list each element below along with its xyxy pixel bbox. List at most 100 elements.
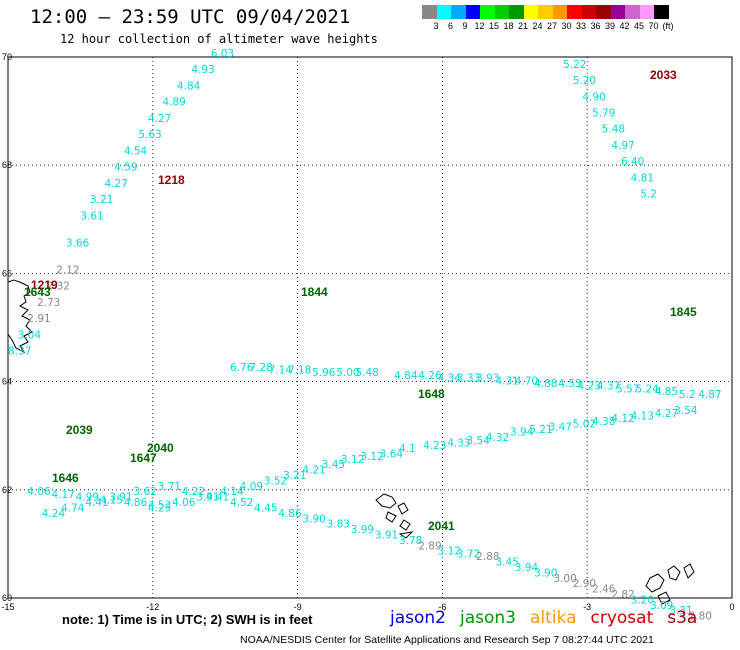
wave-height-label: 5.96 — [312, 367, 336, 379]
wave-height-label: 7.28 — [249, 362, 272, 374]
color-scale-label: 45 — [633, 21, 644, 31]
wave-height-label: 4.33 — [447, 438, 470, 450]
wave-height-label: 4.06 — [172, 497, 196, 509]
color-scale-label: 21 — [517, 21, 528, 31]
lat-tick-label: 64 — [2, 377, 12, 387]
axis-tick-labels: -15 -12 -9 -6 -3 0 70 68 66 64 62 60 — [1, 52, 734, 612]
wave-height-label: 2.91 — [27, 313, 50, 325]
wave-height-label: 3.66 — [66, 237, 90, 249]
wave-height-label: 3.45 — [495, 557, 518, 569]
lat-tick-label: 68 — [2, 160, 12, 170]
color-scale-swatch — [610, 5, 625, 19]
pass-time-label: 1844 — [301, 285, 328, 299]
wave-height-label: 3.99 — [351, 524, 374, 536]
wave-height-label: 3.31 — [669, 605, 692, 617]
lon-tick-label: -12 — [146, 602, 159, 612]
lon-tick-label: 0 — [729, 602, 734, 612]
wave-height-label: 3.83 — [327, 519, 350, 531]
wave-height-label: 3.93 — [476, 373, 499, 385]
page-title: 12:00 – 23:59 UTC 09/04/2021 — [30, 6, 351, 28]
shetland-islands — [645, 563, 695, 605]
pass-time-label: 1845 — [670, 305, 697, 319]
wave-height-label: 4.45 — [254, 502, 277, 514]
color-scale-swatch — [509, 5, 524, 19]
wave-height-label: 3.21 — [283, 470, 306, 482]
wave-height-label: 4.86 — [124, 497, 148, 509]
wave-height-label: 4.26 — [418, 370, 442, 382]
color-scale-swatch — [581, 5, 596, 19]
lon-tick-label: -6 — [438, 602, 446, 612]
wave-height-label: 4.70 — [515, 375, 538, 387]
pass-time-label: 1219 — [31, 278, 58, 292]
wave-height-label: 4.32 — [486, 432, 509, 444]
wave-height-label: 5.48 — [356, 367, 379, 379]
wave-height-label: 2.73 — [37, 297, 60, 309]
wave-height-label: 6.03 — [211, 48, 234, 60]
wave-height-label: 4.41 — [206, 492, 229, 504]
pass-time-label: 1648 — [418, 387, 445, 401]
wave-height-label: 4.89 — [162, 97, 185, 109]
color-scale-label: 30 — [561, 21, 572, 31]
faroe-islands — [375, 493, 414, 539]
wave-height-label: 4.23 — [578, 381, 601, 393]
pass-time-label: 1647 — [130, 451, 157, 465]
iceland-coast — [7, 279, 33, 354]
wave-height-label: 3.90 — [534, 567, 557, 579]
wave-height-label: 3.91 — [109, 492, 132, 504]
wave-height-label: 4.90 — [582, 91, 605, 103]
color-scale-bar — [422, 5, 669, 19]
pass-time-label: 2041 — [428, 519, 455, 533]
wave-height-label: 3.20 — [631, 594, 654, 606]
color-scale-label: 27 — [546, 21, 557, 31]
pass-time-label: 1218 — [158, 173, 185, 187]
wave-height-label: 4.15 — [100, 494, 123, 506]
color-scale-swatch — [523, 5, 538, 19]
lat-tick-label: 62 — [2, 485, 12, 495]
wave-height-label: 4.81 — [631, 172, 654, 184]
wave-height-label: 4.88 — [534, 378, 557, 390]
wave-height-label: 4.93 — [191, 64, 214, 76]
wave-height-label: 4.17 — [51, 489, 74, 501]
color-scale-swatch — [567, 5, 582, 19]
legend-entry: jason2 — [390, 608, 446, 628]
wave-height-label: 4.74 — [61, 502, 85, 514]
legend-entry: cryosat — [590, 608, 654, 628]
wave-height-label: 4.14 — [220, 486, 244, 498]
legend-entry: altika — [530, 608, 577, 628]
wave-height-label: 4.23 — [423, 440, 446, 452]
lon-tick-label: -9 — [294, 602, 302, 612]
color-scale-swatch — [625, 5, 640, 19]
wave-height-label: 3.94 — [515, 562, 539, 574]
wave-height-label: 5.63 — [138, 129, 161, 141]
pass-time-label: 2040 — [147, 441, 174, 455]
coastlines — [7, 279, 695, 605]
lon-tick-label: -3 — [583, 602, 591, 612]
wave-height-label: 6.76 — [230, 362, 254, 374]
wave-height-label: 4.97 — [611, 140, 634, 152]
footer-note: note: 1) Time is in UTC; 2) SWH is in fe… — [62, 612, 313, 627]
wave-height-label: 2.12 — [56, 264, 79, 276]
wave-height-label: 4.41 — [85, 497, 108, 509]
wave-height-label: 4.31 — [495, 375, 518, 387]
color-scale-swatch — [480, 5, 495, 19]
color-scale-label: 9 — [462, 21, 468, 31]
color-scale-swatch — [654, 5, 669, 19]
wave-height-label: 5.2 — [679, 389, 696, 401]
color-scale-label: 24 — [532, 21, 543, 31]
wave-height-label: 2.89 — [418, 540, 441, 552]
legend-entry: s3a — [667, 608, 698, 628]
color-scale-swatch — [538, 5, 553, 19]
color-scale-label: 18 — [503, 21, 514, 31]
wave-height-label: 3.78 — [399, 535, 422, 547]
wave-height-label: 4.09 — [240, 481, 263, 493]
color-scale-swatch — [552, 5, 567, 19]
color-scale-label: 12 — [474, 21, 485, 31]
wave-height-label: 4.13 — [631, 410, 654, 422]
wave-height-label: 5.79 — [592, 108, 615, 120]
wave-height-label: 5.2 — [640, 189, 657, 201]
altimeter-tracks: 6.03 4.93 4.84 4.89 4.27 5.63 4.54 4.59 4.27 3.21… — [8, 48, 722, 623]
wave-height-label: 4.12 — [611, 413, 634, 425]
wave-height-label: 6.40 — [621, 156, 644, 168]
wave-height-label: 8.37 — [8, 346, 31, 358]
wave-height-label: 5.20 — [573, 75, 596, 87]
